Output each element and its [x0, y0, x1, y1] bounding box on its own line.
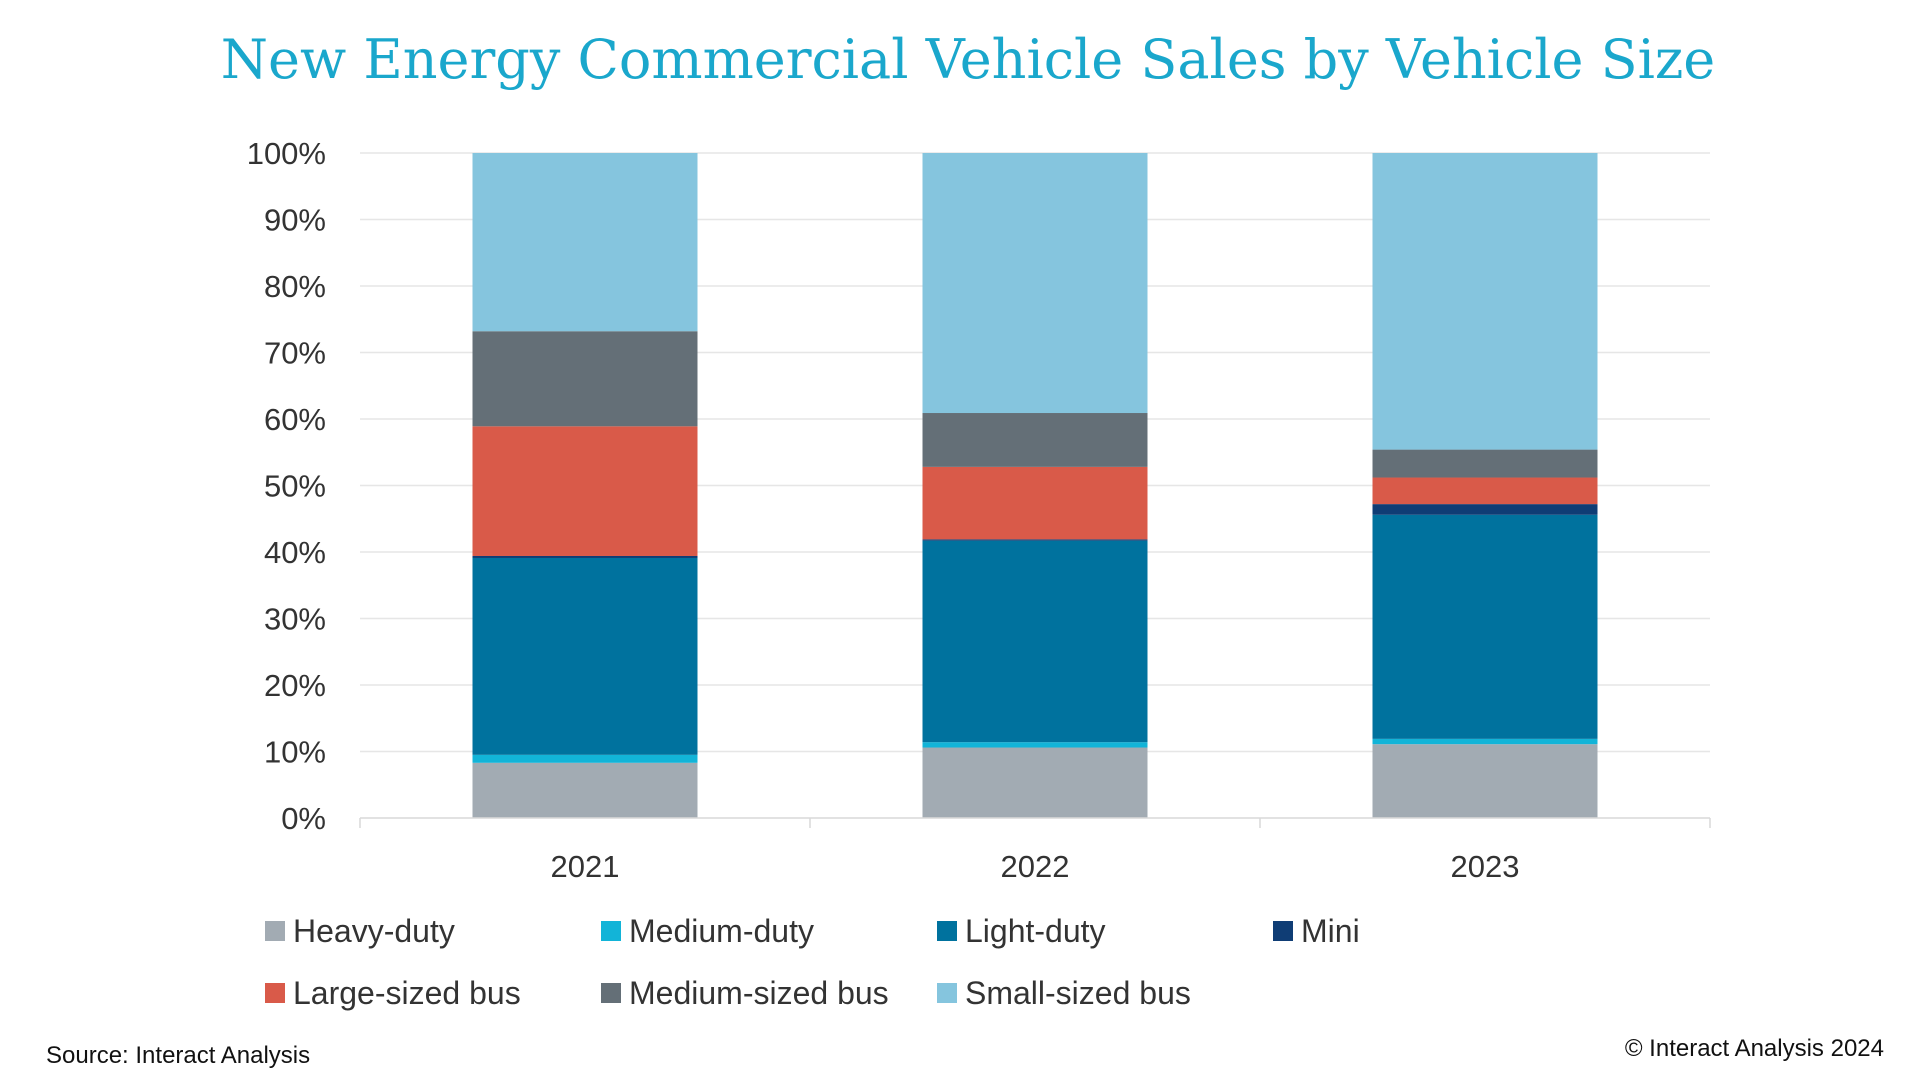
y-tick-label: 0% — [281, 801, 326, 836]
legend-label: Heavy-duty — [293, 913, 455, 949]
legend-label: Large-sized bus — [293, 975, 521, 1011]
legend-label: Mini — [1301, 913, 1360, 949]
y-tick-label: 70% — [264, 336, 326, 371]
y-tick-label: 60% — [264, 402, 326, 437]
y-tick-label: 40% — [264, 535, 326, 570]
legend-swatch — [601, 921, 621, 941]
bar-segment-medium-duty-2023 — [1372, 738, 1598, 745]
y-tick-label: 50% — [264, 469, 326, 504]
legend-swatch — [937, 921, 957, 941]
y-tick-label: 30% — [264, 602, 326, 637]
y-tick-label: 20% — [264, 668, 326, 703]
legend-label: Small-sized bus — [965, 975, 1191, 1011]
y-tick-label: 90% — [264, 203, 326, 238]
bar-segment-small-sized-bus-2023 — [1372, 153, 1598, 450]
y-tick-label: 100% — [247, 136, 326, 171]
bars — [472, 153, 1598, 818]
bar-segment-mini-2023 — [1372, 504, 1598, 515]
bar-segment-small-sized-bus-2022 — [922, 153, 1148, 414]
legend-label: Light-duty — [965, 913, 1106, 949]
x-axis-ticks: 2021 2022 2023 — [551, 849, 1520, 884]
legend-swatch — [265, 921, 285, 941]
bar-segment-large-sized-bus-2021 — [472, 426, 698, 556]
legend-swatch — [937, 983, 957, 1003]
bar-segment-medium-sized-bus-2021 — [472, 331, 698, 427]
legend-swatch — [1273, 921, 1293, 941]
bar-segment-medium-duty-2021 — [472, 754, 698, 763]
bar-segment-heavy-duty-2023 — [1372, 744, 1598, 818]
x-tick-label: 2021 — [551, 849, 620, 884]
bar-segment-heavy-duty-2021 — [472, 762, 698, 818]
bar-segment-medium-sized-bus-2023 — [1372, 449, 1598, 478]
bar-segment-large-sized-bus-2022 — [922, 466, 1148, 540]
y-tick-label: 80% — [264, 269, 326, 304]
bar-segment-light-duty-2021 — [472, 557, 698, 755]
bar-segment-light-duty-2023 — [1372, 514, 1598, 739]
x-tick-label: 2023 — [1451, 849, 1520, 884]
bar-segment-medium-sized-bus-2022 — [922, 413, 1148, 467]
x-axis — [359, 817, 1711, 828]
legend-label: Medium-duty — [629, 913, 814, 949]
bar-segment-mini-2021 — [472, 555, 698, 558]
copyright-note: © Interact Analysis 2024 — [1625, 1035, 1884, 1062]
legend-swatch — [265, 983, 285, 1003]
bar-segment-medium-duty-2022 — [922, 742, 1148, 748]
bar-segment-mini-2022 — [922, 539, 1148, 541]
bar-segment-large-sized-bus-2023 — [1372, 477, 1598, 505]
y-axis-ticks: 0% 10% 20% 30% 40% 50% 60% 70% 80% 90% 100% — [247, 136, 326, 836]
bar-segment-light-duty-2022 — [922, 540, 1148, 743]
legend: Heavy-duty Medium-duty Light-duty Mini Large… — [265, 913, 1360, 1011]
legend-label: Medium-sized bus — [629, 975, 889, 1011]
source-note: Source: Interact Analysis — [46, 1042, 310, 1069]
legend-swatch — [601, 983, 621, 1003]
bar-segment-heavy-duty-2022 — [922, 747, 1148, 818]
chart-title: New Energy Commercial Vehicle Sales by V… — [221, 28, 1716, 91]
y-tick-label: 10% — [264, 735, 326, 770]
x-tick-label: 2022 — [1001, 849, 1070, 884]
bar-segment-small-sized-bus-2021 — [472, 153, 698, 332]
